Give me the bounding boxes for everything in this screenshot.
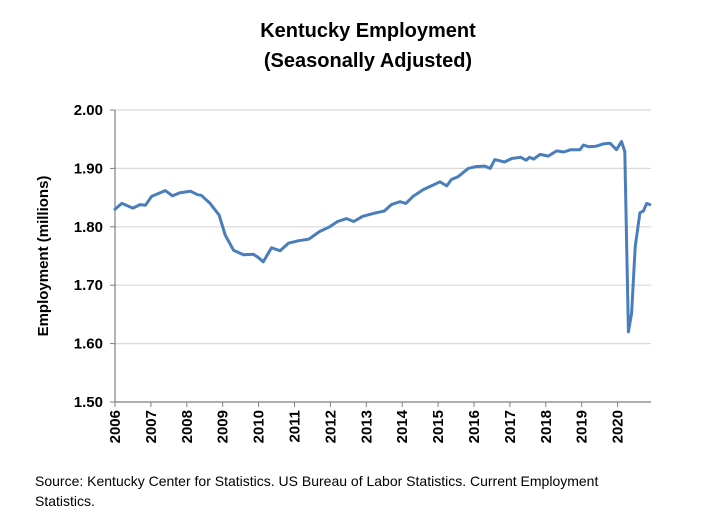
series-layer bbox=[113, 140, 652, 334]
y-axis-label: Employment (millions) bbox=[35, 176, 52, 337]
y-tick-label: 1.90 bbox=[74, 160, 103, 177]
series-line-employment bbox=[113, 140, 652, 334]
x-tick-label: 2011 bbox=[287, 410, 304, 443]
x-tick-label: 2019 bbox=[574, 410, 591, 443]
x-tick-label: 2017 bbox=[502, 410, 519, 443]
source-note: Source: Kentucky Center for Statistics. … bbox=[35, 473, 599, 509]
chart-title-line-2: (Seasonally Adjusted) bbox=[264, 50, 472, 72]
x-tick-label: 2016 bbox=[466, 410, 483, 443]
x-tick-label: 2020 bbox=[610, 410, 627, 443]
y-tick-label: 2.00 bbox=[74, 102, 103, 119]
x-tick-label: 2014 bbox=[394, 409, 411, 443]
y-tick-label: 1.50 bbox=[74, 394, 103, 411]
y-axis: 1.50 1.60 1.70 1.80 1.90 2.00 bbox=[74, 102, 116, 411]
y-tick-label: 1.70 bbox=[74, 277, 103, 294]
x-tick-label: 2008 bbox=[179, 410, 196, 443]
x-tick-label: 2007 bbox=[143, 410, 160, 443]
x-tick-label: 2013 bbox=[358, 410, 375, 443]
gridlines bbox=[115, 109, 651, 345]
x-tick-label: 2012 bbox=[322, 410, 339, 443]
chart-title-line-1: Kentucky Employment bbox=[260, 20, 476, 42]
x-tick-label: 2015 bbox=[430, 410, 447, 443]
x-tick-label: 2006 bbox=[107, 410, 124, 443]
x-tick-label: 2009 bbox=[215, 410, 232, 443]
x-tick-label: 2018 bbox=[538, 410, 555, 443]
x-axis: 2006 2007 2008 2009 2010 2011 2012 2013 2014 2015… bbox=[107, 401, 651, 443]
y-tick-label: 1.60 bbox=[74, 336, 103, 353]
y-tick-label: 1.80 bbox=[74, 219, 103, 236]
x-tick-label: 2010 bbox=[251, 410, 268, 443]
